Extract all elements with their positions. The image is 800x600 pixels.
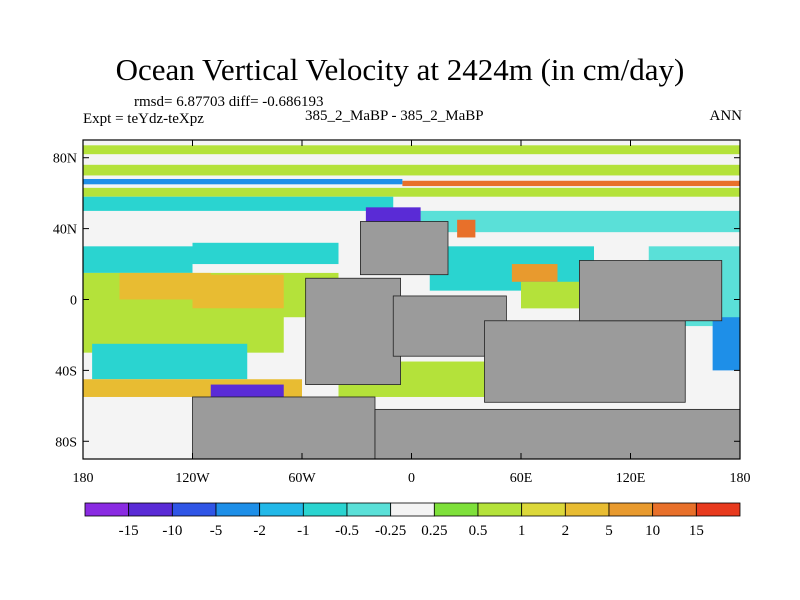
colorbar-swatch-3 bbox=[215, 502, 261, 517]
colorbar-label-6: -0.25 bbox=[375, 523, 406, 539]
colorbar-swatch-5 bbox=[302, 502, 348, 517]
y-tick-label-3: 40S bbox=[55, 364, 77, 379]
colorbar-swatch-13 bbox=[652, 502, 697, 517]
field-region-0 bbox=[83, 145, 740, 155]
colorbar-label-10: 2 bbox=[562, 523, 570, 539]
colorbar-label-0: -15 bbox=[119, 523, 139, 539]
land-mask-4 bbox=[484, 320, 686, 403]
colorbar-label-7: 0.25 bbox=[421, 523, 447, 539]
x-tick-label-3: 0 bbox=[408, 471, 415, 486]
field-region-3 bbox=[83, 178, 403, 185]
colorbar-label-13: 15 bbox=[689, 523, 704, 539]
colorbar-swatch-14 bbox=[695, 502, 741, 517]
colorbar-swatch-1 bbox=[128, 502, 173, 517]
colorbar-label-1: -10 bbox=[162, 523, 182, 539]
field-region-22 bbox=[457, 219, 476, 238]
colorbar-swatch-10 bbox=[521, 502, 566, 517]
x-tick-label-4: 60E bbox=[510, 471, 533, 486]
axis-layer: 180 120W 60W 0 60E 120E 180 80N 40N 0 40S 80S bbox=[53, 140, 751, 486]
land-mask-0 bbox=[192, 396, 376, 459]
field-region-7 bbox=[192, 242, 339, 265]
field-region-1 bbox=[83, 164, 740, 176]
colorbar-label-9: 1 bbox=[518, 523, 526, 539]
season-label: ANN bbox=[709, 108, 743, 124]
land-mask-5 bbox=[579, 260, 723, 322]
land-mask-6 bbox=[359, 221, 449, 276]
field-region-6 bbox=[402, 210, 740, 233]
x-tick-label-5: 120E bbox=[616, 471, 646, 486]
colorbar-label-5: -0.5 bbox=[335, 523, 359, 539]
colorbar-label-3: -2 bbox=[253, 523, 266, 539]
x-tick-label-2: 60W bbox=[288, 471, 316, 486]
colorbar-swatch-0 bbox=[84, 502, 130, 517]
colorbar-swatch-2 bbox=[171, 502, 217, 517]
colorbar-swatch-9 bbox=[477, 502, 523, 517]
colorbar: -15 -10 -5 -2 -1 -0.5 -0.25 0.25 0.5 1 2 5 10 15 bbox=[84, 502, 741, 539]
colorbar-label-12: 10 bbox=[645, 523, 660, 539]
land-mask-2 bbox=[305, 277, 401, 385]
colorbar-label-11: 5 bbox=[605, 523, 613, 539]
field-region-16 bbox=[92, 343, 248, 380]
y-tick-label-1: 40N bbox=[53, 223, 77, 238]
stats-label: rmsd= 6.87703 diff= -0.686193 bbox=[134, 94, 324, 110]
case-label: 385_2_MaBP - 385_2_MaBP bbox=[305, 108, 484, 124]
y-tick-label-0: 80N bbox=[53, 152, 77, 167]
colorbar-swatch-12 bbox=[608, 502, 654, 517]
colorbar-swatch-11 bbox=[564, 502, 610, 517]
map-layer bbox=[83, 140, 740, 459]
experiment-label: Expt = teYdz-teXpz bbox=[83, 111, 204, 127]
field-region-4 bbox=[83, 187, 740, 197]
colorbar-swatch-7 bbox=[390, 502, 435, 517]
colorbar-swatch-8 bbox=[433, 502, 479, 517]
colorbar-label-4: -1 bbox=[297, 523, 310, 539]
colorbar-label-8: 0.5 bbox=[469, 523, 488, 539]
field-region-23 bbox=[511, 264, 558, 282]
y-tick-label-4: 80S bbox=[55, 435, 77, 450]
colorbar-swatch-6 bbox=[346, 502, 392, 517]
field-region-5 bbox=[83, 196, 394, 211]
x-tick-label-1: 120W bbox=[175, 471, 210, 486]
field-region-8 bbox=[83, 246, 193, 273]
chart-title: Ocean Vertical Velocity at 2424m (in cm/… bbox=[115, 52, 685, 87]
colorbar-swatch-4 bbox=[259, 502, 304, 517]
field-region-11 bbox=[192, 274, 284, 309]
x-tick-label-6: 180 bbox=[730, 471, 751, 486]
land-mask-1 bbox=[374, 408, 740, 459]
x-tick-label-0: 180 bbox=[73, 471, 94, 486]
field-region-20 bbox=[712, 317, 740, 371]
field-region-2 bbox=[402, 180, 740, 187]
y-tick-label-2: 0 bbox=[70, 294, 77, 309]
colorbar-label-2: -5 bbox=[210, 523, 223, 539]
